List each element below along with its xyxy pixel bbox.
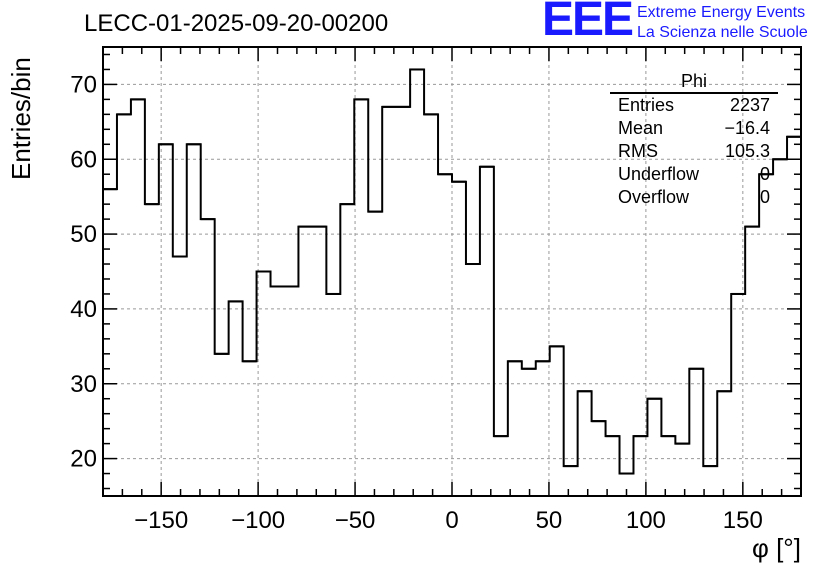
y-tick-label: 20	[70, 446, 97, 473]
chart-title: LECC-01-2025-09-20-00200	[84, 10, 389, 37]
x-tick-label: −100	[231, 507, 285, 534]
x-tick-label: 50	[536, 507, 563, 534]
stats-key: RMS	[618, 141, 658, 161]
x-tick-label: 150	[723, 507, 763, 534]
eee-logo: EEE Extreme Energy Events La Scienza nel…	[542, 0, 832, 48]
stats-value: 2237	[729, 95, 770, 115]
stats-box: Phi Entries 2237 Mean −16.4 RMS 105.3 Un…	[610, 70, 778, 209]
stats-row-underflow: Underflow 0	[610, 163, 778, 186]
stats-value: 105.3	[724, 141, 770, 161]
y-tick-label: 60	[70, 146, 97, 173]
y-tick-label: 30	[70, 371, 97, 398]
x-tick-label: −50	[335, 507, 376, 534]
stats-row-overflow: Overflow 0	[610, 186, 778, 209]
stats-value: 0	[759, 187, 770, 207]
ticks	[102, 47, 802, 496]
stats-key: Overflow	[618, 187, 690, 207]
y-tick-label: 70	[70, 71, 97, 98]
x-tick-label: 100	[626, 507, 666, 534]
y-tick-label: 50	[70, 221, 97, 248]
stats-row-mean: Mean −16.4	[610, 117, 778, 140]
y-axis-label: Entries/bin	[6, 57, 36, 180]
stats-key: Underflow	[618, 164, 700, 184]
x-axis-label: φ [°]	[752, 533, 801, 563]
histogram-bars	[103, 68, 801, 475]
x-tick-label: 0	[445, 507, 458, 534]
tick-labels: −150 −100 −50 0 50 100 150 20 30 40 50 60 70	[70, 71, 763, 534]
stats-key: Entries	[618, 95, 675, 115]
stats-value: −16.4	[724, 118, 770, 138]
stats-name: Phi	[610, 70, 778, 94]
x-tick-label: −150	[134, 507, 188, 534]
stats-row-entries: Entries 2237	[610, 94, 778, 117]
stats-key: Mean	[618, 118, 664, 138]
logo-line-1: Extreme Energy Events	[637, 4, 806, 21]
stats-row-rms: RMS 105.3	[610, 140, 778, 163]
logo-line-2: La Scienza nelle Scuole	[637, 24, 808, 41]
logo-mark: EEE	[542, 0, 634, 46]
stats-value: 0	[759, 164, 770, 184]
y-tick-label: 40	[70, 296, 97, 323]
